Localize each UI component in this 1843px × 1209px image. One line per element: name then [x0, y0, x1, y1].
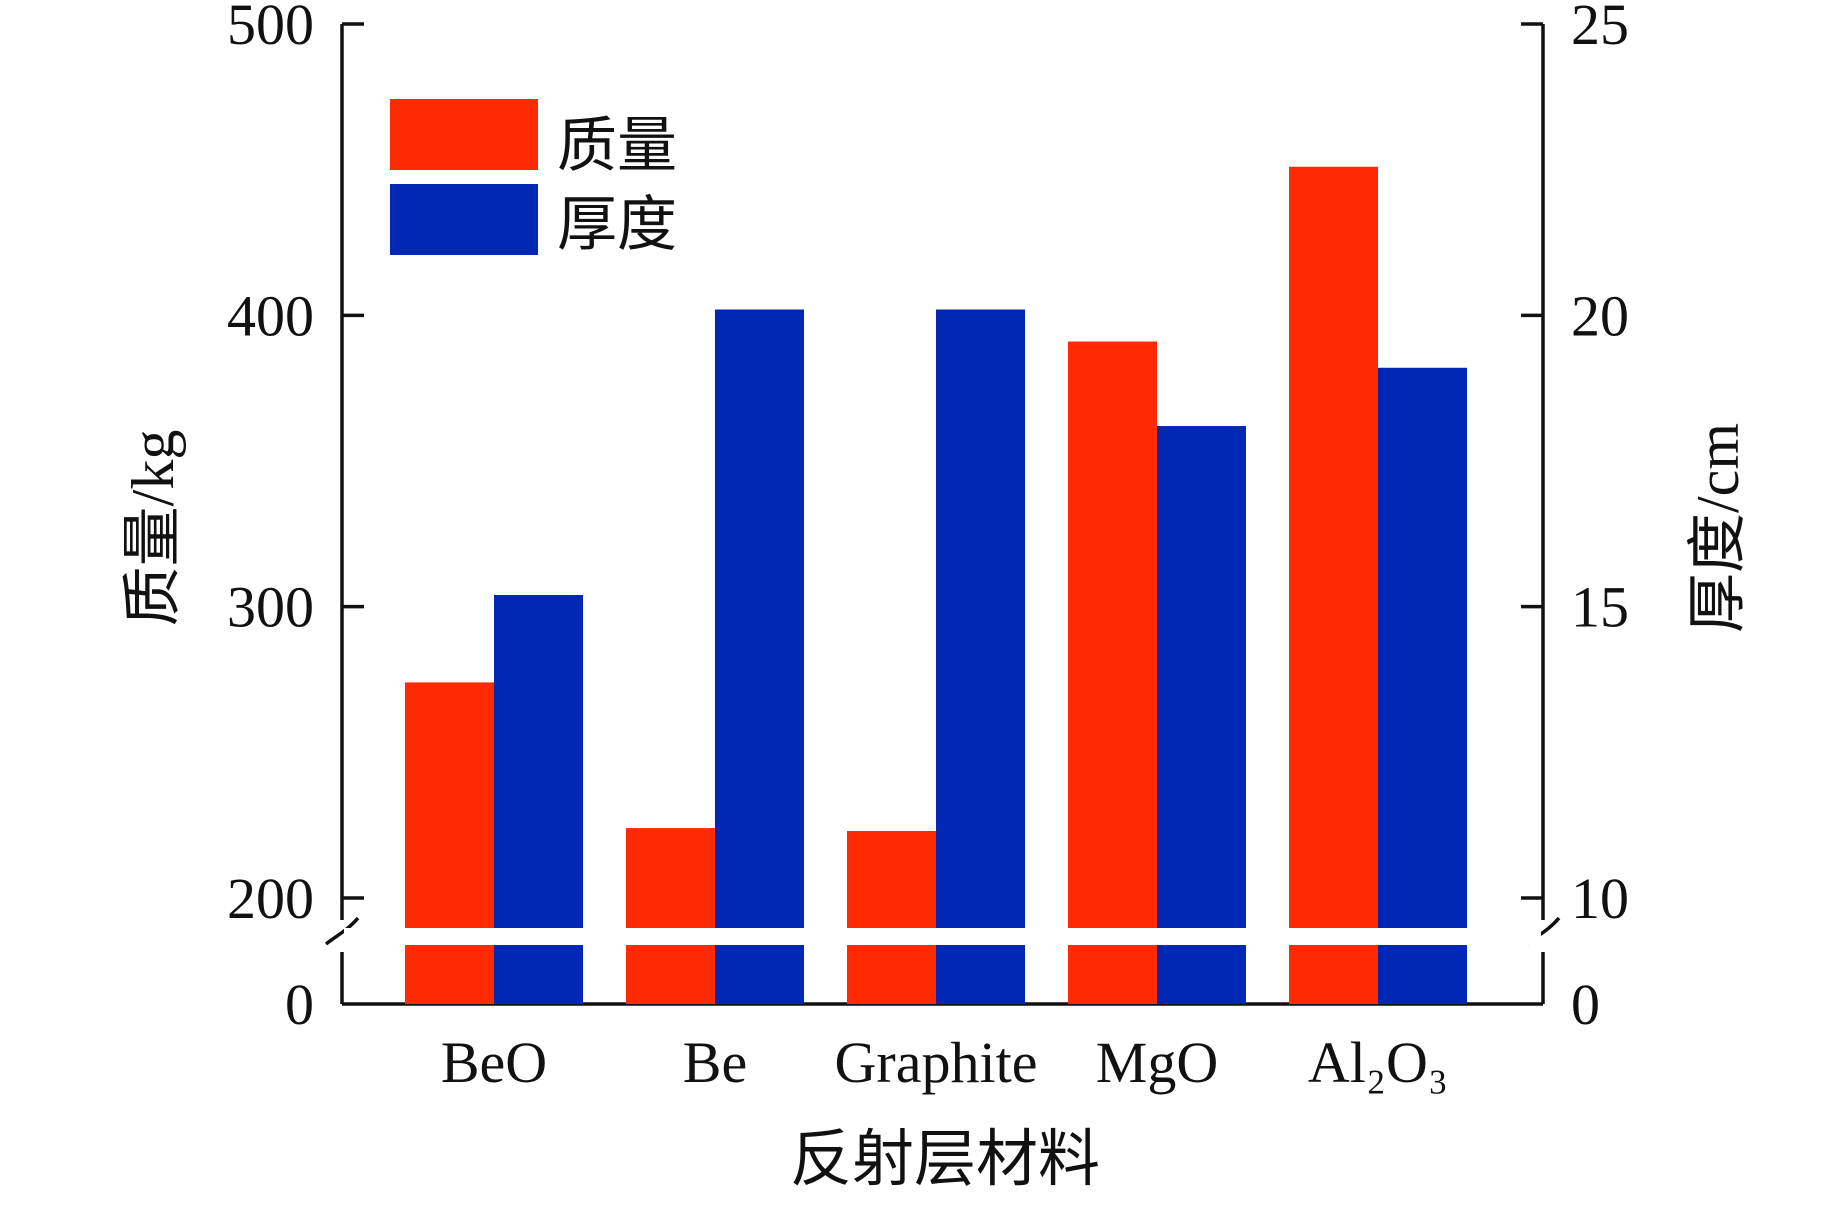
- bar-mass-al2o3: [1289, 166, 1378, 929]
- y-tick-label: 0: [285, 972, 314, 1037]
- axis-break-gap: [344, 928, 1541, 945]
- x-tick-labels: BeO Be Graphite MgO Al₂O₃: [441, 1030, 1448, 1095]
- bar-stub-mass-mgo: [1068, 945, 1157, 1004]
- bar-stub-thickness-graphite: [936, 945, 1025, 1004]
- ticks: 0 200 300 400 500 0 10 15 20 25: [227, 0, 1629, 1037]
- bar-thickness-be: [715, 309, 804, 928]
- y-axis-break-mark: [324, 916, 360, 946]
- x-tick-label: MgO: [1096, 1030, 1218, 1095]
- bar-mass-be: [626, 828, 715, 928]
- y2-tick-label: 20: [1571, 283, 1629, 348]
- bar-stub-thickness-mgo: [1157, 945, 1246, 1004]
- x-tick-label: Al₂O₃: [1308, 1030, 1448, 1095]
- legend-label-mass: 质量: [557, 113, 677, 179]
- y-tick-label: 500: [227, 0, 314, 57]
- y2-tick-label: 15: [1571, 575, 1629, 640]
- bar-thickness-graphite: [936, 309, 1025, 928]
- legend-swatch-mass: [390, 99, 538, 170]
- bar-stub-mass-be: [626, 945, 715, 1004]
- bar-stub-thickness-be: [715, 945, 804, 1004]
- x-tick-label: Graphite: [835, 1030, 1038, 1095]
- y2-tick-label: 0: [1571, 972, 1600, 1037]
- bar-thickness-al2o3: [1378, 367, 1467, 929]
- bar-mass-graphite: [847, 830, 936, 928]
- y-tick-label: 200: [227, 866, 314, 931]
- bar-thickness-mgo: [1157, 426, 1246, 928]
- y-axis-title: 质量/kg: [120, 430, 186, 627]
- legend-swatch-thickness: [390, 184, 538, 255]
- bars: [344, 166, 1541, 1004]
- x-axis-title: 反射层材料: [790, 1126, 1100, 1194]
- y-tick-label: 300: [227, 575, 314, 640]
- legend: 质量 厚度: [390, 99, 677, 258]
- legend-label-thickness: 厚度: [557, 192, 677, 258]
- y2-axis-title: 厚度/cm: [1685, 423, 1751, 633]
- bar-stub-mass-al2o3: [1289, 945, 1378, 1004]
- bar-thickness-beo: [494, 595, 583, 928]
- y2-tick-label: 10: [1571, 866, 1629, 931]
- y2-tick-label: 25: [1571, 0, 1629, 57]
- y-tick-label: 400: [227, 283, 314, 348]
- bar-stub-mass-graphite: [847, 945, 936, 1004]
- bar-mass-beo: [405, 682, 494, 928]
- bar-mass-mgo: [1068, 341, 1157, 928]
- bar-stub-thickness-beo: [494, 945, 583, 1004]
- x-tick-label: BeO: [441, 1030, 547, 1095]
- bar-stub-mass-beo: [405, 945, 494, 1004]
- x-tick-label: Be: [683, 1030, 747, 1095]
- bar-stub-thickness-al2o3: [1378, 945, 1467, 1004]
